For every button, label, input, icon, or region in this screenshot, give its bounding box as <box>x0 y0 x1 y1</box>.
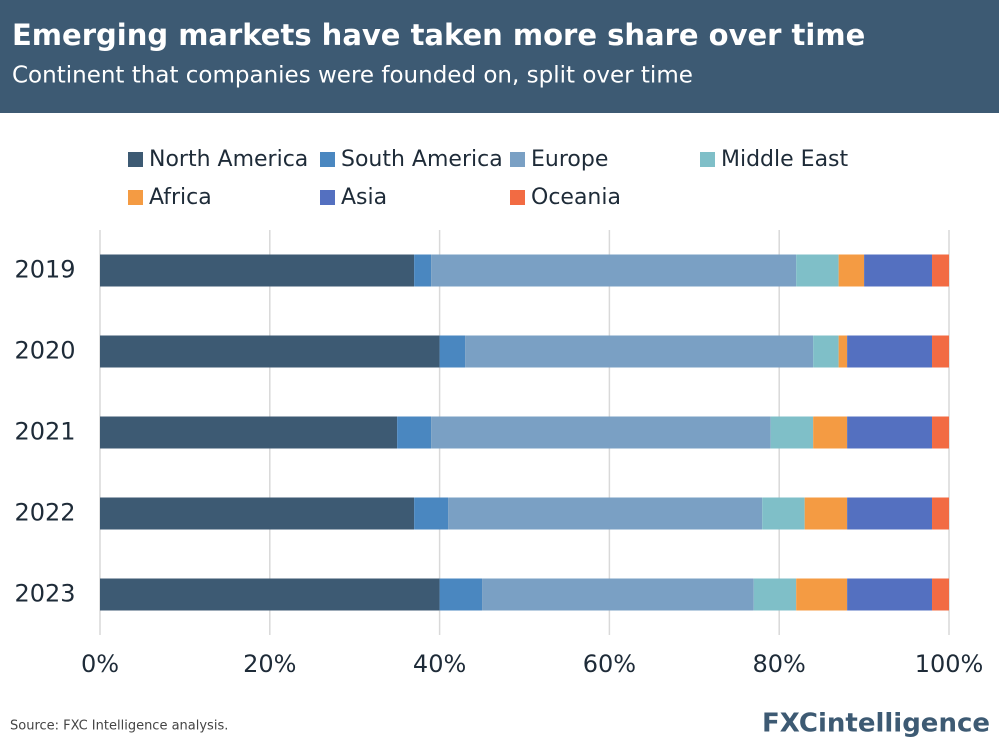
y-tick-label: 2022 <box>14 499 75 527</box>
legend-swatch <box>510 190 525 205</box>
bar-segment <box>932 254 949 287</box>
source: Source: FXC Intelligence analysis. <box>10 719 228 734</box>
bar-segment <box>847 335 933 368</box>
bar-segment <box>100 335 440 368</box>
bar-segment <box>847 416 933 449</box>
bar-segment <box>100 254 415 287</box>
legend-label: South America <box>341 147 503 172</box>
y-tick-label: 2020 <box>14 337 75 365</box>
legend-swatch <box>320 190 335 205</box>
bar-segment <box>796 254 839 287</box>
bar-segment <box>100 416 398 449</box>
bar-segment <box>813 335 839 368</box>
bar-segment <box>414 497 449 530</box>
legend-label: Oceania <box>531 185 621 210</box>
bar-segment <box>439 335 466 368</box>
bar-segment <box>804 497 848 530</box>
bar-segment <box>465 335 814 368</box>
bar-segment <box>932 578 949 611</box>
legend-label: Middle East <box>721 147 849 172</box>
bar-segment <box>448 497 763 530</box>
bar-segment <box>813 416 848 449</box>
bar-segment <box>762 497 805 530</box>
bar-segment <box>838 335 848 368</box>
chart-title: Emerging markets have taken more share o… <box>12 18 865 52</box>
bar-segment <box>439 578 483 611</box>
bar-segment <box>847 497 933 530</box>
header-band <box>0 0 999 113</box>
logo: FXCintelligence <box>762 709 990 739</box>
x-tick-label: 100% <box>915 650 984 678</box>
bar-segment <box>932 335 949 368</box>
chart-subtitle: Continent that companies were founded on… <box>12 63 693 89</box>
bar-segment <box>753 578 797 611</box>
x-tick-label: 80% <box>753 650 806 678</box>
legend-label: Asia <box>341 185 387 210</box>
bar-segment <box>796 578 848 611</box>
bar-segment <box>100 578 440 611</box>
bar-segment <box>100 497 415 530</box>
y-tick-label: 2021 <box>14 418 75 446</box>
bar-segment <box>414 254 432 287</box>
x-tick-label: 0% <box>81 650 119 678</box>
bar-segment <box>932 497 949 530</box>
y-tick-label: 2019 <box>14 256 75 284</box>
bar-segment <box>847 578 933 611</box>
legend-swatch <box>700 152 715 167</box>
legend-swatch <box>128 190 143 205</box>
bar-segment <box>431 416 771 449</box>
legend-swatch <box>128 152 143 167</box>
bar-segment <box>864 254 933 287</box>
legend-label: North America <box>149 147 308 172</box>
x-tick-label: 20% <box>243 650 296 678</box>
x-tick-label: 60% <box>583 650 636 678</box>
x-tick-label: 40% <box>413 650 466 678</box>
bar-segment <box>838 254 865 287</box>
legend-label: Africa <box>149 185 212 210</box>
bar-segment <box>770 416 814 449</box>
legend-swatch <box>320 152 335 167</box>
y-tick-label: 2023 <box>14 580 75 608</box>
bar-segment <box>397 416 432 449</box>
legend-swatch <box>510 152 525 167</box>
bar-segment <box>431 254 797 287</box>
bar-segment <box>482 578 754 611</box>
bar-segment <box>932 416 949 449</box>
legend-label: Europe <box>531 147 608 172</box>
